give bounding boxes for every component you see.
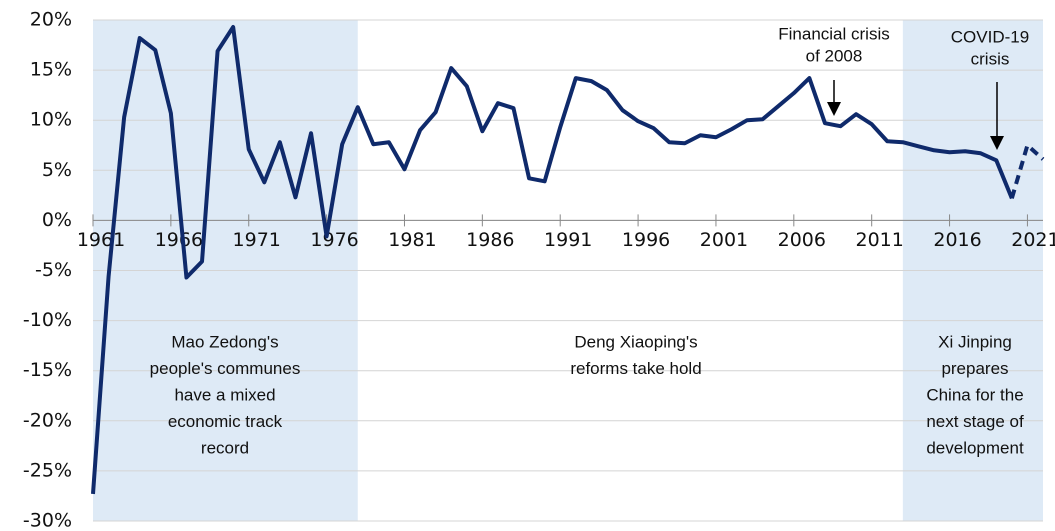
- annotation: COVID-19: [951, 27, 1029, 46]
- y-tick-label: 10%: [30, 109, 72, 131]
- region-label: development: [926, 438, 1024, 457]
- region-label: record: [201, 438, 249, 457]
- x-tick-label: 1961: [77, 229, 125, 251]
- x-tick-label: 1996: [622, 229, 670, 251]
- y-tick-label: -25%: [23, 459, 72, 481]
- series-line: [91, 25, 1014, 495]
- y-tick-label: 0%: [42, 209, 72, 231]
- region-label: people's communes: [150, 359, 301, 378]
- y-tick-label: -5%: [35, 259, 72, 281]
- y-tick-label: -15%: [23, 359, 72, 381]
- y-tick-label: -30%: [23, 510, 72, 531]
- x-tick-label: 1981: [388, 229, 436, 251]
- arrow-head: [990, 136, 1004, 150]
- x-tick-label: 2016: [933, 229, 981, 251]
- x-tick-label: 1966: [155, 229, 203, 251]
- x-tick-label: 1971: [233, 229, 281, 251]
- region-label: Mao Zedong's: [171, 332, 278, 351]
- y-tick-label: 15%: [30, 59, 72, 81]
- region-label: have a mixed: [174, 385, 275, 404]
- x-tick-label: 1986: [466, 229, 514, 251]
- x-tick-label: 1976: [310, 229, 358, 251]
- region-label: economic track: [168, 412, 283, 431]
- region-label: next stage of: [926, 412, 1024, 431]
- annotation: of 2008: [806, 46, 863, 65]
- y-tick-label: -10%: [23, 309, 72, 331]
- series-line: [1009, 143, 1045, 199]
- x-tick-label: 2021: [1011, 229, 1055, 251]
- region-label: Deng Xiaoping's: [574, 332, 697, 351]
- x-tick-label: 2001: [700, 229, 748, 251]
- y-tick-label: 5%: [42, 159, 72, 181]
- annotation: Financial crisis: [778, 24, 889, 43]
- region-label: reforms take hold: [570, 359, 701, 378]
- x-tick-label: 2011: [856, 229, 904, 251]
- annotation: crisis: [971, 49, 1010, 68]
- region-label: China for the: [926, 385, 1023, 404]
- y-tick-label: -20%: [23, 409, 72, 431]
- x-tick-label: 1991: [544, 229, 592, 251]
- arrow-head: [827, 102, 841, 116]
- x-tick-label: 2006: [778, 229, 826, 251]
- y-tick-label: 20%: [30, 9, 72, 31]
- region-label: Xi Jinping: [938, 332, 1012, 351]
- region-label: prepares: [941, 359, 1008, 378]
